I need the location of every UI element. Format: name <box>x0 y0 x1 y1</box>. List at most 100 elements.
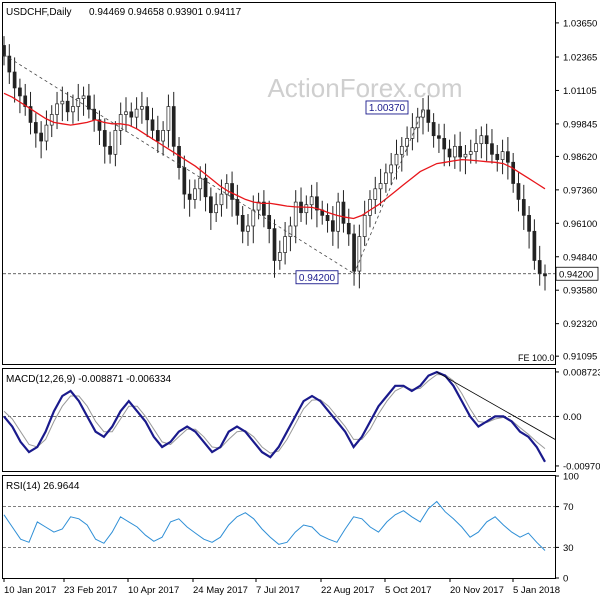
candle-body <box>421 109 425 118</box>
price-header-ohlc: 0.94469 0.94658 0.93901 0.94117 <box>89 7 242 18</box>
candle-body <box>394 153 399 166</box>
candle-body <box>267 215 272 229</box>
candle-body <box>368 199 372 216</box>
macd-axis-label: 0.008723 <box>563 367 600 378</box>
x-axis-label: 22 Aug 2017 <box>321 585 374 596</box>
candle-body <box>506 151 510 163</box>
candle-body <box>81 95 86 99</box>
candle-body <box>325 215 330 222</box>
candle-body <box>521 199 526 216</box>
candle-body <box>330 220 335 232</box>
price-axis-label: 0.97360 <box>563 185 597 196</box>
candle-body <box>145 106 150 121</box>
price-axis-label: 0.92320 <box>563 319 597 330</box>
annotation-box <box>365 100 409 115</box>
price-axis-label: 0.94840 <box>563 252 597 263</box>
x-axis-label: 7 Jul 2017 <box>256 585 300 596</box>
candle-body <box>155 130 160 142</box>
candle-body <box>262 201 266 216</box>
candle-body <box>92 108 97 121</box>
moving-average-line <box>3 92 546 220</box>
candle-body <box>537 260 542 275</box>
candle-body <box>500 151 505 160</box>
candle-body <box>240 215 245 232</box>
candle-body <box>18 87 22 97</box>
candle-body <box>442 138 447 150</box>
candle-body <box>437 135 441 139</box>
candle-body <box>102 130 107 147</box>
candle-body <box>108 145 112 155</box>
candle-body <box>246 225 250 232</box>
candle-body <box>124 111 128 115</box>
candle-body <box>474 143 478 152</box>
candle-body <box>468 151 473 155</box>
candle-body <box>251 209 256 227</box>
candle-body <box>479 135 484 145</box>
candle-body <box>182 167 187 195</box>
candle-body <box>28 106 33 123</box>
candle-body <box>283 236 287 253</box>
price-panel <box>2 2 556 365</box>
rsi-line <box>3 500 546 551</box>
x-axis-label: 23 Feb 2017 <box>64 585 117 596</box>
candle-body <box>527 215 531 232</box>
price-axis-label: 0.96100 <box>563 219 597 230</box>
candle-body <box>171 106 176 147</box>
candle-body <box>214 204 219 214</box>
candle-body <box>346 222 351 235</box>
x-axis-label: 5 Oct 2017 <box>385 585 431 596</box>
candle-body <box>256 201 261 211</box>
candle-body <box>458 145 462 158</box>
price-axis-label: 0.99845 <box>563 119 597 130</box>
candle-body <box>516 183 521 200</box>
candle-body <box>447 148 452 158</box>
candle-body <box>187 193 192 200</box>
candle-body <box>341 201 346 224</box>
current-price-box <box>555 266 599 281</box>
candle-body <box>389 164 394 174</box>
candle-body <box>150 119 155 131</box>
candle-body <box>76 98 81 107</box>
candle-body <box>362 215 367 237</box>
candle-body <box>71 106 75 113</box>
x-axis-label: 10 Apr 2017 <box>128 585 179 596</box>
candle-body <box>198 177 203 190</box>
candle-body <box>336 201 340 232</box>
candle-body <box>203 177 208 198</box>
candle-body <box>378 183 383 190</box>
candle-body <box>272 228 277 261</box>
candle-body <box>12 71 17 89</box>
rsi-header: RSI(14) 26.9644 <box>6 481 80 492</box>
candle-body <box>426 109 431 123</box>
fib-label: FE 100.0 <box>518 353 555 363</box>
macd-line <box>3 370 546 463</box>
candle-body <box>304 204 309 214</box>
price-axis-label: 1.02365 <box>563 53 597 64</box>
price-axis-label: 1.01105 <box>563 86 597 97</box>
candle-body <box>452 145 457 158</box>
price-axis-label: 0.98620 <box>563 152 597 163</box>
rsi-panel <box>2 475 556 579</box>
candle-body <box>224 183 229 195</box>
macd-header: MACD(12,26,9) -0.008871 -0.006334 <box>6 374 172 385</box>
candle-body <box>97 119 102 131</box>
candle-body <box>511 161 516 184</box>
candle-body <box>431 122 436 137</box>
candle-body <box>373 188 378 200</box>
annotation-label: 0.94200 <box>299 273 336 284</box>
rsi-axis-label: 30 <box>563 543 574 554</box>
candle-body <box>315 196 319 211</box>
candle-body <box>495 153 500 160</box>
candle-body <box>357 236 362 272</box>
price-axis-label: 0.91095 <box>563 352 597 363</box>
candle-body <box>193 188 197 200</box>
candle-body <box>410 127 415 139</box>
candle-body <box>65 100 70 113</box>
x-axis-label: 24 May 2017 <box>193 585 248 596</box>
rsi-axis-label: 100 <box>563 472 579 483</box>
candle-body <box>161 130 165 142</box>
candle-body <box>352 233 356 272</box>
candle-body <box>60 100 65 105</box>
candle-body <box>39 132 43 142</box>
candle-body <box>484 135 489 145</box>
